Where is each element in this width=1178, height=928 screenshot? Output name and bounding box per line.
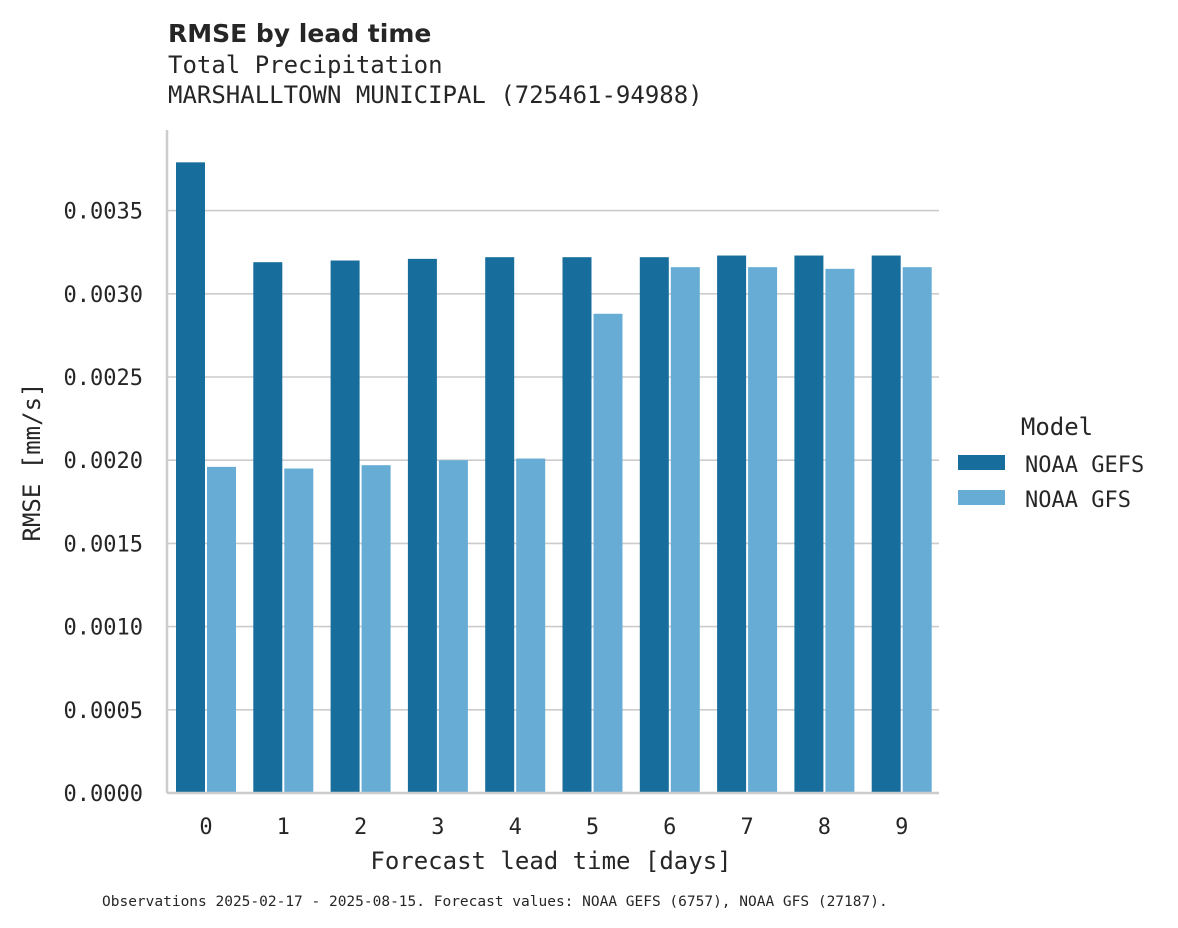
legend-swatch-noaa-gefs <box>958 455 1005 470</box>
y-tick-label-1: 0.0005 <box>64 699 143 724</box>
x-tick-label-2: 2 <box>354 815 367 840</box>
y-tick-label-3: 0.0015 <box>64 532 143 557</box>
bars <box>176 162 932 794</box>
y-tick-label-6: 0.0030 <box>64 283 143 308</box>
x-tick-label-8: 8 <box>818 815 831 840</box>
bar-noaa-gfs-lead-6 <box>670 267 700 793</box>
x-tick-label-3: 3 <box>431 815 444 840</box>
x-tick-label-5: 5 <box>586 815 599 840</box>
x-tick-label-1: 1 <box>277 815 290 840</box>
chart-subtitle-line-1: Total Precipitation <box>168 51 443 79</box>
legend-title: Model <box>1021 413 1093 441</box>
chart-title: RMSE by lead time <box>168 19 431 48</box>
bar-noaa-gefs-lead-0 <box>176 162 205 793</box>
y-tick-label-7: 0.0035 <box>64 200 143 225</box>
bar-noaa-gefs-lead-2 <box>330 260 360 793</box>
y-tick-label-2: 0.0010 <box>64 616 143 641</box>
bar-noaa-gefs-lead-9 <box>871 255 901 793</box>
bar-noaa-gefs-lead-6 <box>639 257 669 793</box>
bar-noaa-gfs-lead-0 <box>207 466 236 793</box>
bar-noaa-gefs-lead-1 <box>253 262 283 794</box>
footnote: Observations 2025-02-17 - 2025-08-15. Fo… <box>102 894 888 910</box>
x-axis-label: Forecast lead time [days] <box>370 847 731 875</box>
bar-noaa-gefs-lead-4 <box>485 257 515 793</box>
y-axis-label: RMSE [mm/s] <box>18 383 46 542</box>
x-tick-label-9: 9 <box>895 815 908 840</box>
bar-noaa-gefs-lead-3 <box>407 258 437 794</box>
bar-noaa-gefs-lead-5 <box>562 257 592 793</box>
y-tick-label-5: 0.0025 <box>64 366 143 391</box>
x-tick-label-4: 4 <box>509 815 522 840</box>
x-tick-label-7: 7 <box>740 815 753 840</box>
bar-noaa-gfs-lead-9 <box>902 267 932 793</box>
bar-noaa-gfs-lead-5 <box>593 313 623 793</box>
y-tick-label-4: 0.0020 <box>64 449 143 474</box>
bar-noaa-gfs-lead-3 <box>438 460 468 793</box>
y-tick-label-0: 0.0000 <box>64 782 143 807</box>
bar-noaa-gfs-lead-1 <box>284 468 314 793</box>
legend-swatch-noaa-gfs <box>958 490 1005 505</box>
bar-noaa-gefs-lead-8 <box>794 255 824 793</box>
x-tick-label-0: 0 <box>199 815 212 840</box>
y-tick-labels: 0.0000 0.0005 0.0010 0.0015 0.0020 0.0025 0.00… <box>64 200 143 807</box>
bar-noaa-gfs-lead-7 <box>748 267 778 793</box>
legend: Model NOAA GEFS NOAA GFS <box>958 413 1144 513</box>
bar-noaa-gefs-lead-7 <box>717 255 747 793</box>
chart-subtitle-line-2: MARSHALLTOWN MUNICIPAL (725461-94988) <box>168 81 703 109</box>
x-tick-label-6: 6 <box>663 815 676 840</box>
bar-noaa-gfs-lead-8 <box>825 268 855 794</box>
x-tick-labels: 0 1 2 3 4 5 6 7 8 9 <box>199 815 908 840</box>
legend-label-noaa-gefs: NOAA GEFS <box>1025 453 1144 478</box>
bar-noaa-gfs-lead-4 <box>516 458 546 793</box>
legend-label-noaa-gfs: NOAA GFS <box>1025 488 1131 513</box>
bar-noaa-gfs-lead-2 <box>361 465 391 793</box>
